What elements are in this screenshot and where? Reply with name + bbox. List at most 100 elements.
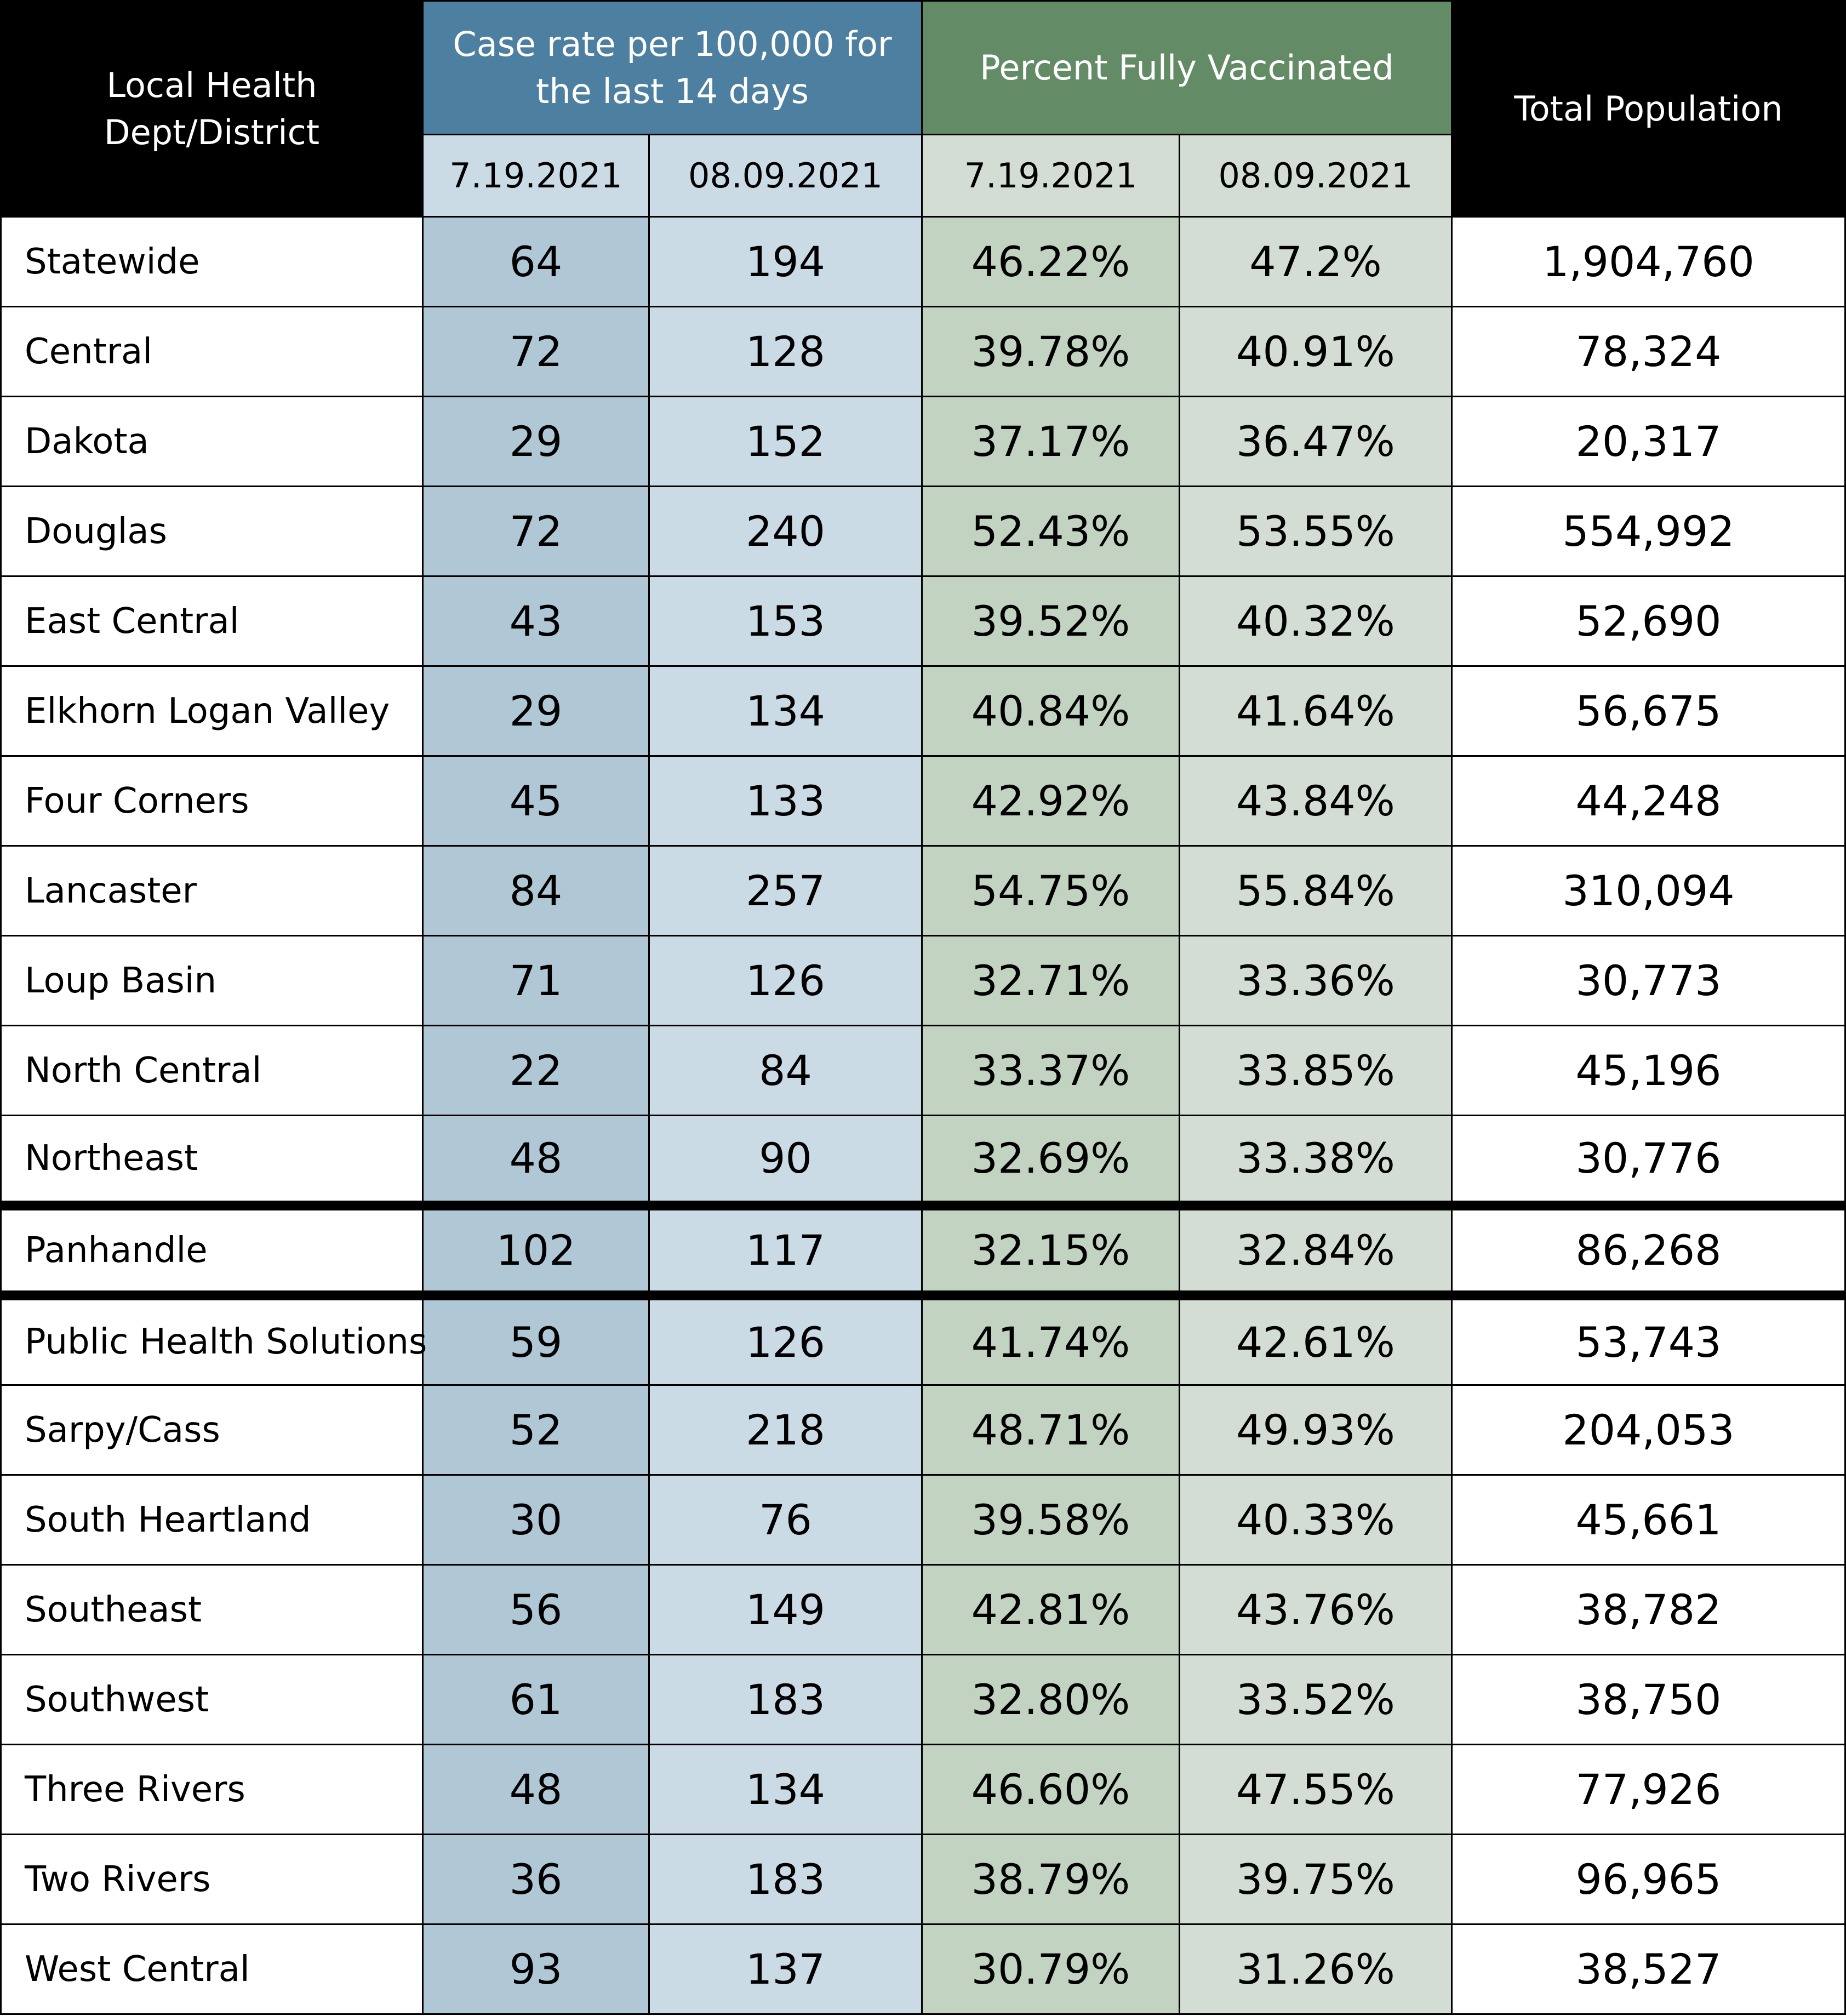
vaccinated-date-2: 08.09.2021 (1178, 134, 1453, 218)
case-rate-aug-cell: 90 (648, 1115, 923, 1206)
district-name-cell: Three Rivers (0, 1744, 424, 1835)
population-cell: 77,926 (1451, 1744, 1846, 1835)
case-rate-aug-cell: 134 (648, 1744, 923, 1835)
table-row: Public Health Solutions 59 126 41.74% 42.61%… (0, 1294, 1846, 1386)
case-rate-jul-cell: 56 (422, 1564, 650, 1655)
case-rate-jul-cell: 43 (422, 575, 650, 667)
vaccinated-jul-cell: 33.37% (921, 1025, 1180, 1116)
population-cell: 86,268 (1451, 1200, 1846, 1300)
table-row: West Central 93 137 30.79% 31.26% 38,527 (0, 1923, 1846, 2015)
district-name-cell: Public Health Solutions (0, 1294, 427, 1386)
vaccinated-jul-cell: 32.15% (921, 1200, 1180, 1300)
vaccinated-jul-cell: 52.43% (921, 486, 1180, 577)
vaccinated-aug-cell: 47.55% (1178, 1744, 1453, 1835)
district-name-cell: Douglas (0, 486, 424, 577)
vaccinated-jul-cell: 46.22% (921, 216, 1180, 307)
table-row: Three Rivers 48 134 46.60% 47.55% 77,926 (0, 1744, 1846, 1835)
vaccinated-aug-cell: 31.26% (1178, 1923, 1453, 2015)
vaccinated-jul-cell: 42.81% (921, 1564, 1180, 1655)
population-cell: 56,675 (1451, 665, 1846, 757)
population-cell: 45,661 (1451, 1474, 1846, 1566)
case-rate-aug-cell: 134 (648, 665, 923, 757)
case-rate-aug-cell: 76 (648, 1474, 923, 1566)
case-rate-jul-cell: 71 (422, 935, 650, 1026)
district-name-cell: Statewide (0, 216, 424, 307)
case-rate-aug-cell: 257 (648, 845, 923, 936)
table-row: Central 72 128 39.78% 40.91% 78,324 (0, 306, 1846, 397)
population-cell: 30,776 (1451, 1115, 1846, 1206)
case-rate-jul-cell: 61 (422, 1654, 650, 1745)
vaccinated-date-1: 7.19.2021 (921, 134, 1180, 218)
table-row: Loup Basin 71 126 32.71% 33.36% 30,773 (0, 935, 1846, 1026)
vaccinated-aug-cell: 55.84% (1178, 845, 1453, 936)
district-name-cell: Northeast (0, 1115, 424, 1206)
table-row: Southeast 56 149 42.81% 43.76% 38,782 (0, 1564, 1846, 1655)
table-row: East Central 43 153 39.52% 40.32% 52,690 (0, 575, 1846, 667)
population-cell: 53,743 (1451, 1294, 1846, 1386)
vaccinated-aug-cell: 47.2% (1178, 216, 1453, 307)
vaccinated-aug-cell: 43.76% (1178, 1564, 1453, 1655)
vaccinated-aug-cell: 40.33% (1178, 1474, 1453, 1566)
population-cell: 52,690 (1451, 575, 1846, 667)
case-rate-aug-cell: 133 (648, 755, 923, 847)
case-rate-aug-cell: 152 (648, 396, 923, 487)
case-rate-aug-cell: 84 (648, 1025, 923, 1116)
table-body: Statewide 64 194 46.22% 47.2% 1,904,760 Centra… (0, 216, 1846, 2015)
vaccinated-aug-cell: 40.91% (1178, 306, 1453, 397)
table-header: Local Health Dept/District Case rate per… (0, 0, 1846, 218)
population-cell: 38,782 (1451, 1564, 1846, 1655)
case-rate-jul-cell: 52 (422, 1384, 650, 1476)
population-header: Total Population (1451, 0, 1846, 218)
population-cell: 45,196 (1451, 1025, 1846, 1116)
vaccinated-aug-cell: 43.84% (1178, 755, 1453, 847)
case-rate-aug-cell: 153 (648, 575, 923, 667)
vaccinated-jul-cell: 54.75% (921, 845, 1180, 936)
vaccinated-aug-cell: 42.61% (1178, 1294, 1453, 1386)
district-name-cell: Lancaster (0, 845, 424, 936)
vaccinated-jul-cell: 37.17% (921, 396, 1180, 487)
case-rate-jul-cell: 48 (422, 1115, 650, 1206)
case-rate-aug-cell: 194 (648, 216, 923, 307)
district-name-cell: West Central (0, 1923, 424, 2015)
case-rate-jul-cell: 30 (422, 1474, 650, 1566)
case-rate-jul-cell: 72 (422, 486, 650, 577)
vaccinated-jul-cell: 32.69% (921, 1115, 1180, 1206)
population-cell: 310,094 (1451, 845, 1846, 936)
vaccinated-aug-cell: 40.32% (1178, 575, 1453, 667)
vaccinated-aug-cell: 41.64% (1178, 665, 1453, 757)
table-row: Two Rivers 36 183 38.79% 39.75% 96,965 (0, 1834, 1846, 1925)
case-rate-jul-cell: 29 (422, 665, 650, 757)
case-rate-jul-cell: 48 (422, 1744, 650, 1835)
vaccinated-jul-cell: 32.80% (921, 1654, 1180, 1745)
population-cell: 1,904,760 (1451, 216, 1846, 307)
vaccinated-jul-cell: 39.78% (921, 306, 1180, 397)
vaccinated-aug-cell: 32.84% (1178, 1200, 1453, 1300)
table-row: Sarpy/Cass 52 218 48.71% 49.93% 204,053 (0, 1384, 1846, 1476)
population-cell: 38,527 (1451, 1923, 1846, 2015)
case-rate-aug-cell: 126 (648, 935, 923, 1026)
vaccinated-aug-cell: 49.93% (1178, 1384, 1453, 1476)
case-rate-aug-cell: 126 (648, 1294, 923, 1386)
vaccinated-aug-cell: 33.38% (1178, 1115, 1453, 1206)
vaccinated-jul-cell: 40.84% (921, 665, 1180, 757)
district-name-cell: Southwest (0, 1654, 424, 1745)
table-row: Four Corners 45 133 42.92% 43.84% 44,248 (0, 755, 1846, 847)
population-cell: 44,248 (1451, 755, 1846, 847)
district-name-cell: East Central (0, 575, 424, 667)
case-rate-aug-cell: 137 (648, 1923, 923, 2015)
district-name-cell: Loup Basin (0, 935, 424, 1026)
vaccinated-jul-cell: 32.71% (921, 935, 1180, 1026)
vaccinated-aug-cell: 53.55% (1178, 486, 1453, 577)
case-rate-aug-cell: 149 (648, 1564, 923, 1655)
district-name-cell: Dakota (0, 396, 424, 487)
vaccinated-jul-cell: 39.52% (921, 575, 1180, 667)
table-row: Dakota 29 152 37.17% 36.47% 20,317 (0, 396, 1846, 487)
case-rate-jul-cell: 64 (422, 216, 650, 307)
case-rate-aug-cell: 183 (648, 1834, 923, 1925)
case-rate-jul-cell: 102 (422, 1200, 650, 1300)
case-rate-aug-cell: 240 (648, 486, 923, 577)
vaccinated-aug-cell: 33.36% (1178, 935, 1453, 1026)
table-row: Southwest 61 183 32.80% 33.52% 38,750 (0, 1654, 1846, 1745)
population-cell: 96,965 (1451, 1834, 1846, 1925)
case-rate-jul-cell: 93 (422, 1923, 650, 2015)
